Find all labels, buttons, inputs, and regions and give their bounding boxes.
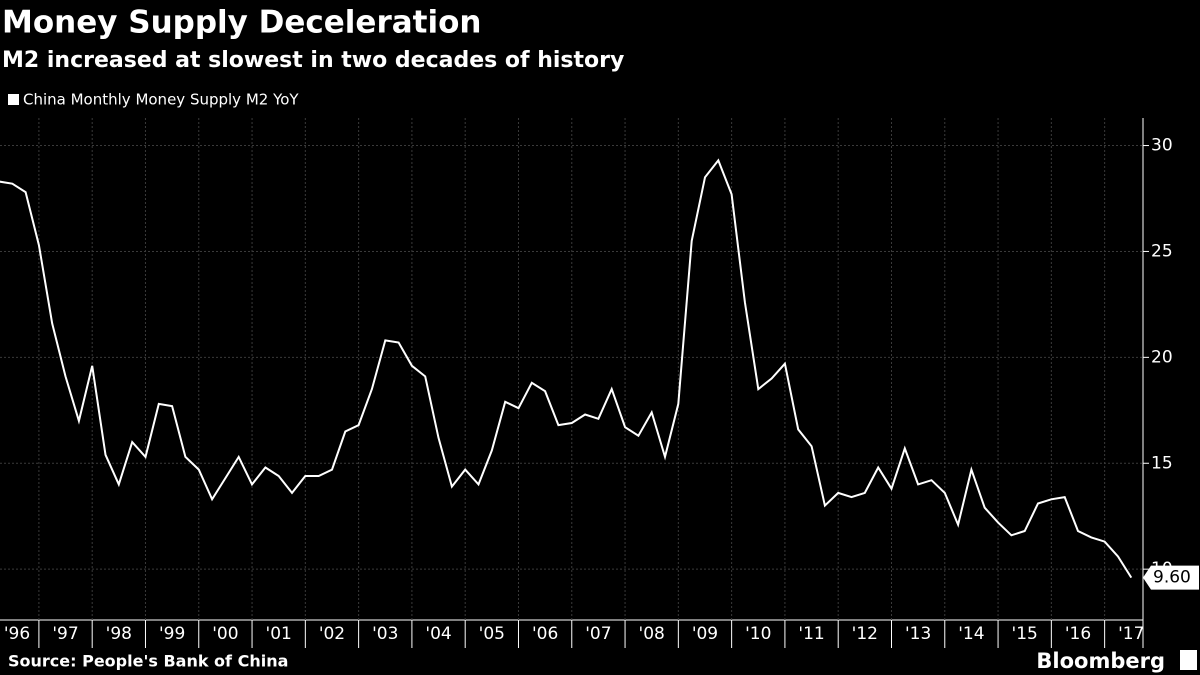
line [0, 158, 1133, 579]
y-tick-label: 15 [1151, 453, 1173, 473]
x-tick-label: '11 [798, 624, 824, 644]
brand: Bloomberg [1036, 649, 1165, 673]
x-tick-label: '15 [1012, 624, 1038, 644]
brand-icon [1180, 650, 1197, 670]
chart-title: Money Supply Deceleration [2, 5, 481, 41]
x-tick-label: '17 [1118, 624, 1144, 644]
x-tick-label: '04 [425, 624, 451, 644]
source: Source: People's Bank of China [8, 652, 288, 671]
x-tick-label: '10 [745, 624, 771, 644]
y-tick-label: 30 [1151, 136, 1173, 156]
x-tick-label: '02 [319, 624, 345, 644]
x-tick-label: '05 [479, 624, 505, 644]
x-tick-label: '12 [852, 624, 878, 644]
x-tick-label: '98 [106, 624, 132, 644]
x-tick-label: '13 [905, 624, 931, 644]
y-tick-label: 25 [1151, 241, 1173, 261]
x-tick-label: '97 [52, 624, 78, 644]
x-tick-label: '01 [266, 624, 292, 644]
chart-subtitle: M2 increased at slowest in two decades o… [2, 48, 624, 73]
x-tick-label: '14 [958, 624, 984, 644]
x-tick-label: '06 [532, 624, 558, 644]
x-tick-label: '08 [639, 624, 665, 644]
x-tick-label: '03 [372, 624, 398, 644]
x-tick-label: '09 [692, 624, 718, 644]
value-label: 9.60 [1153, 568, 1191, 588]
legend-swatch [8, 94, 19, 105]
x-tick-label: '00 [212, 624, 238, 644]
x-tick-label: '96 [4, 624, 30, 644]
y-tick-label: 20 [1151, 347, 1173, 367]
value-label-box [1143, 565, 1199, 590]
legend-label: China Monthly Money Supply M2 YoY [23, 91, 299, 109]
x-tick-label: '07 [585, 624, 611, 644]
x-tick-label: '16 [1065, 624, 1091, 644]
x-tick-label: '99 [159, 624, 185, 644]
